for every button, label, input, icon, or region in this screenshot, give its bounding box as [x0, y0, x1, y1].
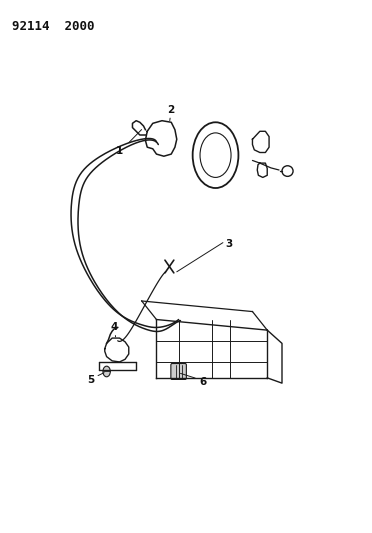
Circle shape: [103, 366, 110, 377]
Text: 4: 4: [110, 322, 118, 333]
FancyBboxPatch shape: [171, 364, 186, 379]
Text: 92114  2000: 92114 2000: [13, 20, 95, 33]
Text: 6: 6: [199, 376, 206, 386]
Text: 5: 5: [87, 375, 94, 385]
Text: 3: 3: [225, 239, 232, 249]
Text: 1: 1: [116, 146, 123, 156]
Text: 2: 2: [167, 105, 174, 115]
